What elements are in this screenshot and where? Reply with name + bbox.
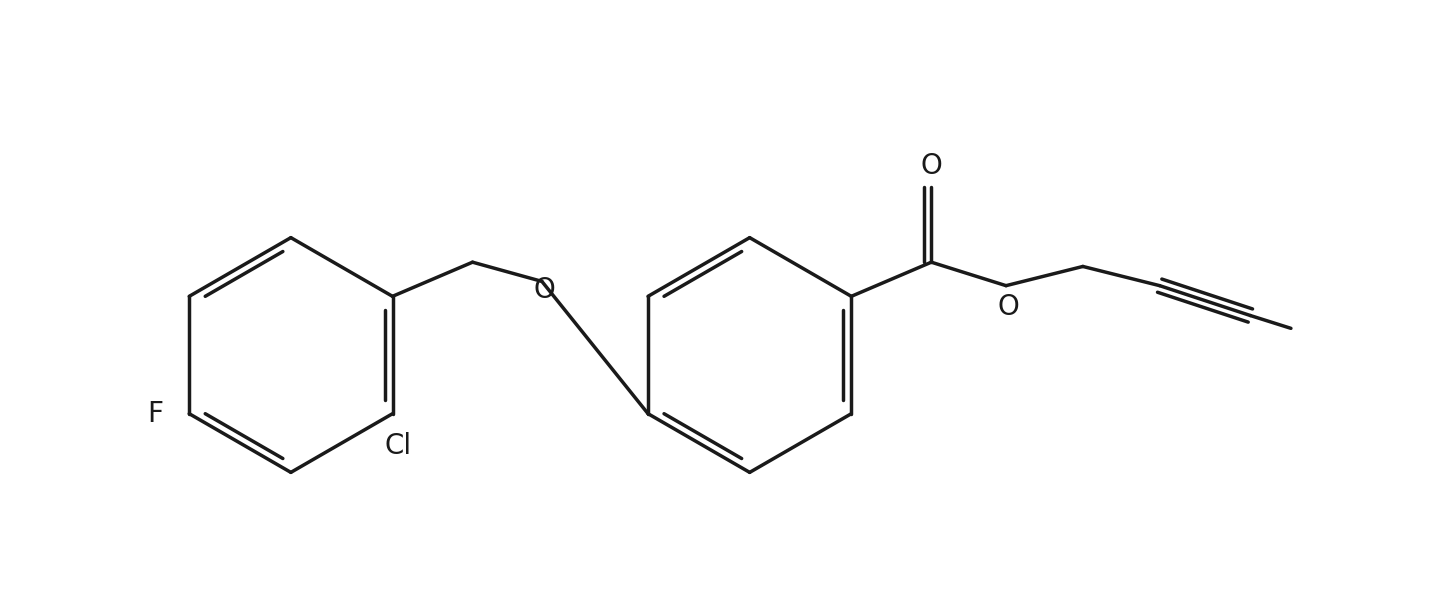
Text: O: O xyxy=(921,152,943,180)
Text: F: F xyxy=(147,400,163,428)
Text: O: O xyxy=(534,276,555,304)
Text: Cl: Cl xyxy=(385,432,412,460)
Text: O: O xyxy=(998,293,1019,321)
